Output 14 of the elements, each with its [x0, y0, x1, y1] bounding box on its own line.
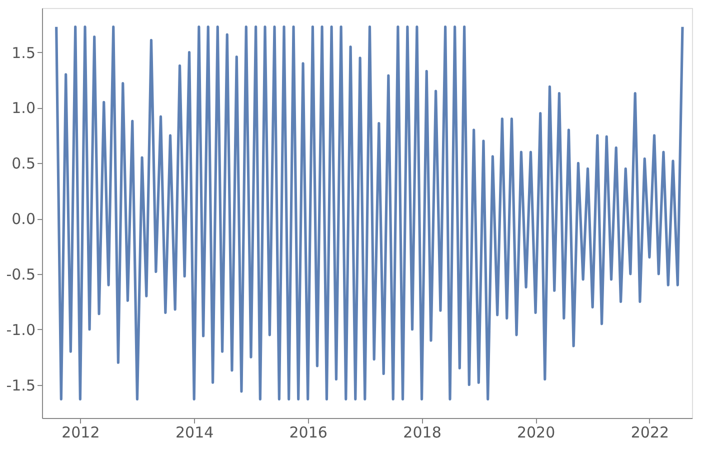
- y-tick-label: -1.0: [6, 320, 36, 339]
- y-tick-label: 0.5: [12, 154, 36, 173]
- y-tick-label: 1.0: [12, 99, 36, 118]
- y-tick-label: -0.5: [6, 265, 36, 284]
- x-tick-label: 2016: [289, 424, 328, 442]
- x-tick-label: 2018: [403, 424, 442, 442]
- y-tick-label: 1.5: [12, 44, 36, 62]
- x-tick-label: 2020: [516, 424, 556, 442]
- x-tick-label: 2014: [176, 424, 214, 442]
- x-tick-label: 2022: [630, 424, 670, 442]
- x-tick-label: 2012: [62, 424, 100, 442]
- y-tick-label: 0.0: [12, 210, 36, 228]
- line-series: [55, 26, 684, 400]
- y-tick-label: -1.5: [6, 376, 36, 394]
